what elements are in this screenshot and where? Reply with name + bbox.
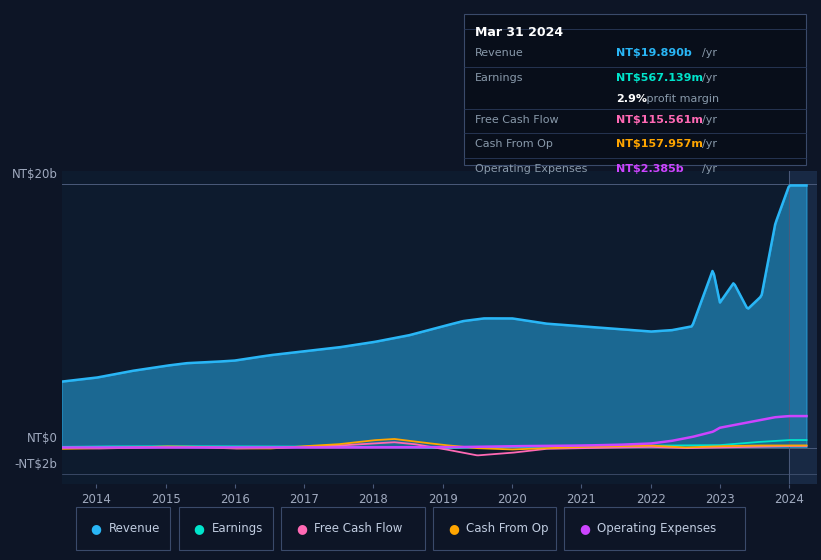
Text: NT$157.957m: NT$157.957m (616, 139, 703, 150)
Text: Free Cash Flow: Free Cash Flow (314, 522, 402, 535)
Text: ●: ● (580, 522, 590, 535)
Text: NT$20b: NT$20b (11, 168, 57, 181)
Text: /yr: /yr (702, 115, 717, 125)
Text: Revenue: Revenue (108, 522, 160, 535)
Text: NT$2.385b: NT$2.385b (616, 164, 683, 174)
Text: NT$567.139m: NT$567.139m (616, 73, 703, 83)
Text: Mar 31 2024: Mar 31 2024 (475, 26, 562, 39)
Text: NT$0: NT$0 (26, 432, 57, 445)
Text: NT$115.561m: NT$115.561m (616, 115, 703, 125)
Text: Earnings: Earnings (212, 522, 263, 535)
Text: NT$19.890b: NT$19.890b (616, 48, 691, 58)
Text: Revenue: Revenue (475, 48, 523, 58)
Text: /yr: /yr (702, 139, 717, 150)
Text: /yr: /yr (702, 164, 717, 174)
Text: ●: ● (296, 522, 307, 535)
Text: -NT$2b: -NT$2b (15, 458, 57, 471)
Text: profit margin: profit margin (643, 94, 719, 104)
Text: /yr: /yr (702, 73, 717, 83)
Text: ●: ● (448, 522, 459, 535)
Text: Earnings: Earnings (475, 73, 523, 83)
Text: Operating Expenses: Operating Expenses (598, 522, 717, 535)
Text: Operating Expenses: Operating Expenses (475, 164, 587, 174)
Text: /yr: /yr (702, 48, 717, 58)
Text: ●: ● (193, 522, 204, 535)
Text: Free Cash Flow: Free Cash Flow (475, 115, 558, 125)
Text: 2.9%: 2.9% (616, 94, 647, 104)
Text: Cash From Op: Cash From Op (475, 139, 553, 150)
Bar (789, 171, 817, 484)
Text: ●: ● (90, 522, 102, 535)
Text: Cash From Op: Cash From Op (466, 522, 548, 535)
